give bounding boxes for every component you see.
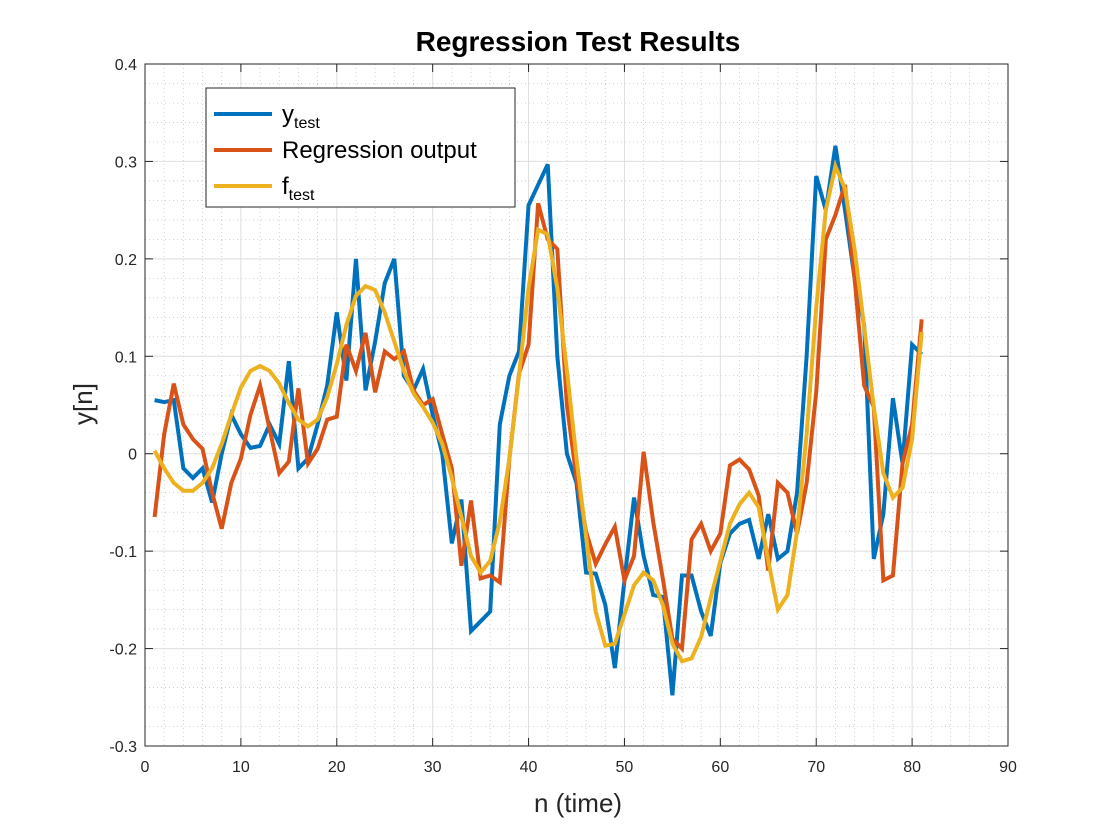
chart-title: Regression Test Results [416,26,741,57]
axis-ticks [144,63,1009,747]
y-tick-label: -0.2 [109,642,137,659]
x-tick-label: 50 [616,759,634,776]
x-tick-label: 60 [711,759,729,776]
series-line-regression-output [152,184,924,654]
legend: ytest Regression output ftest [205,87,516,208]
series-line-f-test [152,159,924,664]
legend-label-y-test: ytest [282,101,320,132]
x-axis-title: n (time) [534,788,622,818]
x-tick-label: 40 [520,759,538,776]
x-tick-label: 20 [328,759,346,776]
series-layer [152,145,924,696]
y-tick-labels: -0.3 -0.2 -0.1 0 0.1 0.2 0.3 0.4 [109,57,137,756]
x-tick-label: 10 [232,759,250,776]
legend-label-regression-output: Regression output [282,137,477,164]
y-axis-title: y[n] [68,383,98,425]
y-tick-label: -0.1 [109,544,137,561]
y-tick-label: 0.4 [115,57,137,74]
x-tick-labels: 0 10 20 30 40 50 60 70 80 90 [141,759,1017,776]
plot-frame [144,63,1009,747]
x-tick-label: 90 [999,759,1017,776]
y-tick-label: 0 [128,447,137,464]
y-tick-label: 0.2 [115,252,137,269]
y-tick-label: 0.3 [115,154,137,171]
x-tick-label: 80 [903,759,921,776]
y-tick-label: 0.1 [115,349,137,366]
x-tick-label: 30 [424,759,442,776]
y-tick-label: -0.3 [109,739,137,756]
x-tick-label: 0 [141,759,150,776]
legend-box [205,87,516,208]
x-tick-label: 70 [807,759,825,776]
legend-label-f-test: ftest [282,173,315,204]
